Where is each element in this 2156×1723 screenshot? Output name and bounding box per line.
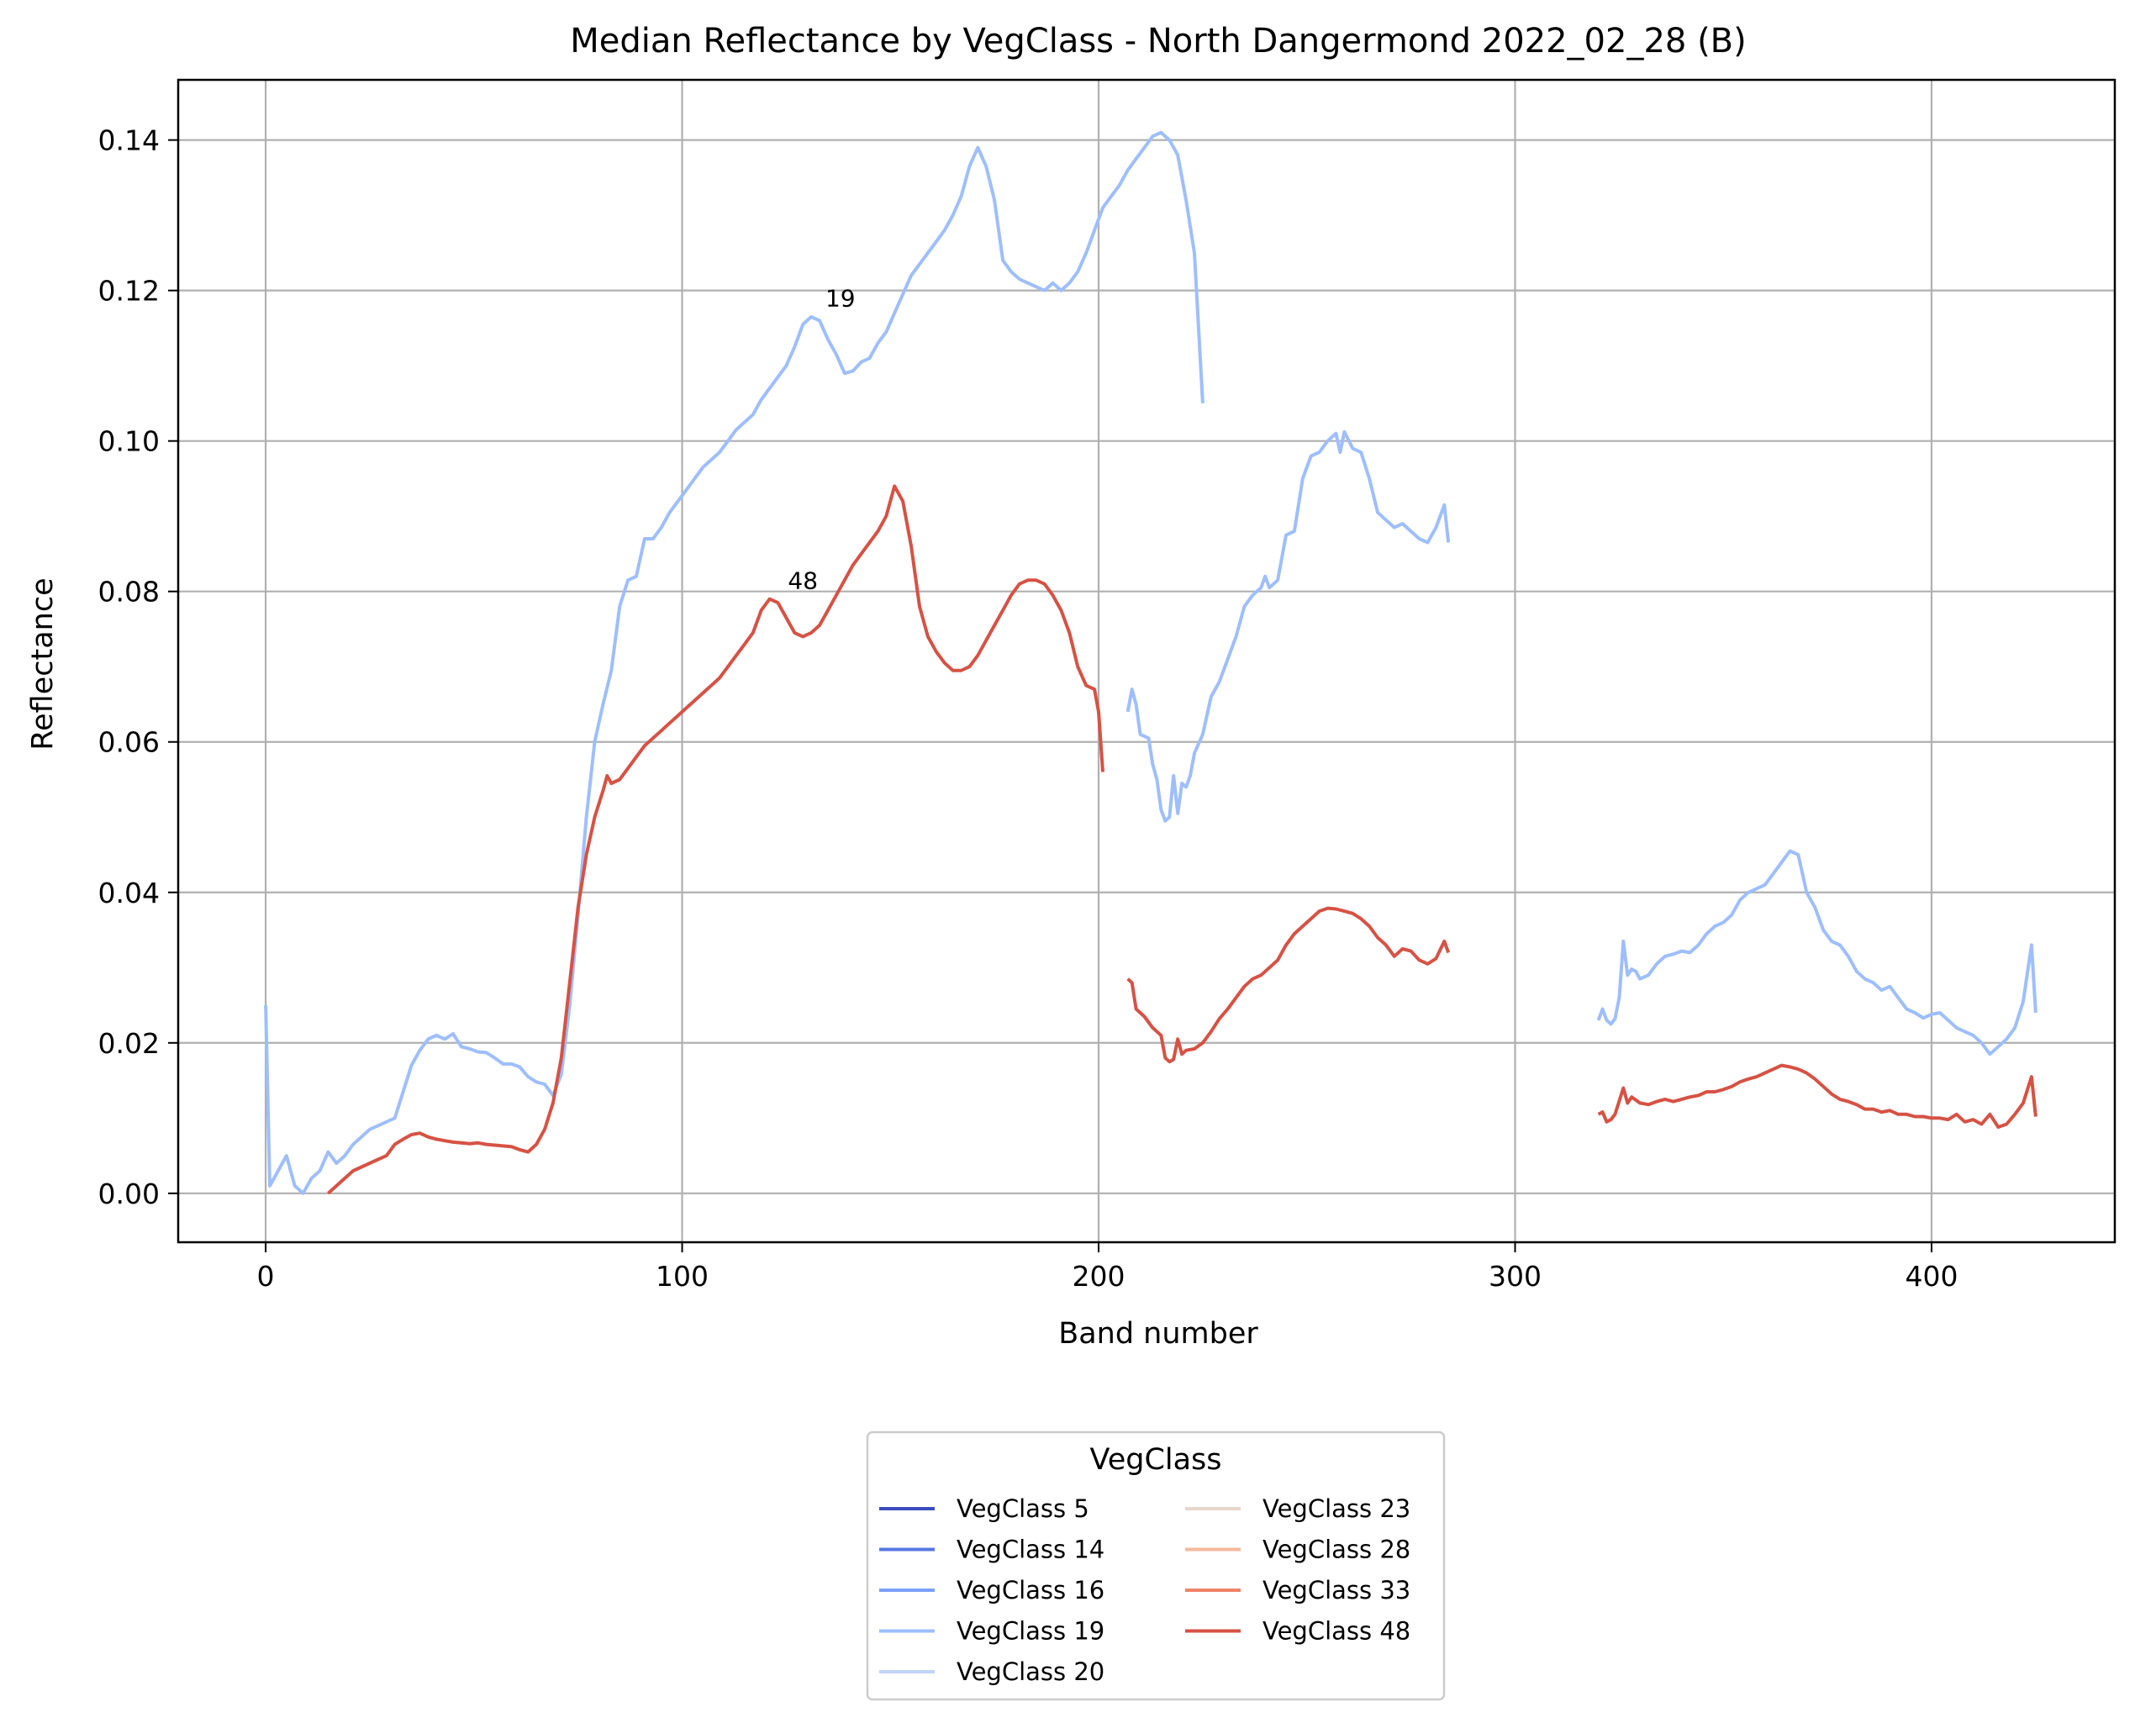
legend-entry-label: VegClass 28 <box>1262 1536 1410 1564</box>
x-tick-label: 0 <box>257 1260 275 1293</box>
legend-entry-label: VegClass 16 <box>957 1576 1104 1604</box>
series-lines <box>264 130 2037 1195</box>
legend-entry-label: VegClass 33 <box>1262 1576 1410 1604</box>
legend-entry-label: VegClass 23 <box>1262 1494 1410 1523</box>
annotation-label: 48 <box>788 566 818 594</box>
series-line-vegclass-19-segment-1 <box>264 130 1205 1195</box>
y-axis-label: Reflectance <box>26 577 60 750</box>
x-tick-label: 100 <box>656 1260 709 1293</box>
y-tick-label: 0.08 <box>98 576 160 609</box>
x-axis-label: Band number <box>1058 1317 1258 1351</box>
y-tick-label: 0.02 <box>98 1027 160 1060</box>
y-tick-label: 0.00 <box>98 1178 160 1210</box>
plot-frame <box>177 78 2116 1244</box>
y-tick-label: 0.14 <box>98 124 160 157</box>
legend-title: VegClass <box>1089 1443 1221 1477</box>
series-line-vegclass-19-segment-3 <box>1596 849 2037 1056</box>
legend-box <box>866 1431 1446 1701</box>
series-line-vegclass-48-segment-2 <box>1126 906 1451 1064</box>
series-line-vegclass-48-segment-1 <box>327 484 1104 1195</box>
y-tick-label: 0.06 <box>98 726 160 759</box>
legend-entry-label: VegClass 5 <box>957 1494 1089 1523</box>
legend-entry-label: VegClass 19 <box>957 1617 1104 1646</box>
series-line-vegclass-19-segment-2 <box>1125 429 1451 823</box>
chart-title: Median Reflectance by VegClass - North D… <box>570 22 1746 61</box>
x-tick-label: 400 <box>1905 1260 1958 1293</box>
y-tick-label: 0.04 <box>98 877 160 909</box>
legend-entry-label: VegClass 20 <box>957 1657 1104 1686</box>
legend: VegClass VegClass 5 VegClass 14 VegClass 1… <box>866 1431 1446 1701</box>
x-tick-label: 200 <box>1073 1260 1125 1293</box>
y-tick-label: 0.10 <box>98 425 160 458</box>
legend-entry-label: VegClass 48 <box>1262 1617 1410 1646</box>
annotation-label: 19 <box>825 285 856 313</box>
grid <box>178 80 2115 1242</box>
series-line-vegclass-48-segment-3 <box>1597 1063 2037 1129</box>
axes: 0 100 200 300 400 0.00 0.02 0.04 0.06 0.08 0.10 0.1… <box>98 124 1958 1293</box>
legend-entry-label: VegClass 14 <box>957 1536 1104 1564</box>
x-tick-label: 300 <box>1489 1260 1542 1293</box>
y-tick-label: 0.12 <box>98 275 160 308</box>
